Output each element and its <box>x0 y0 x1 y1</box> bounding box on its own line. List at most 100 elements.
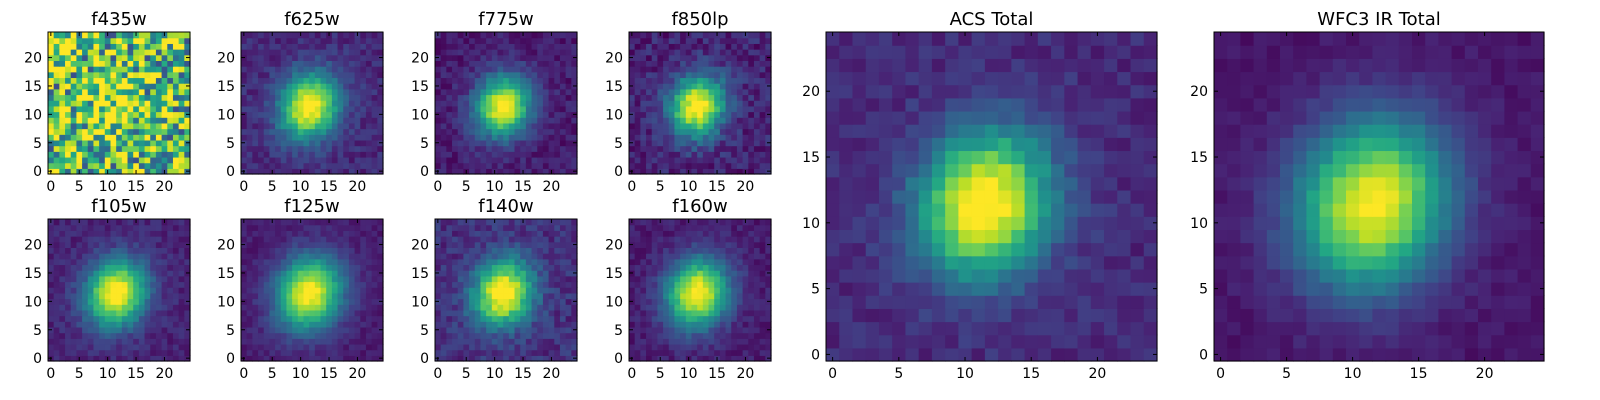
heatmap-cell <box>320 145 327 152</box>
heatmap-cell <box>303 355 310 362</box>
heatmap-cell <box>241 145 248 152</box>
heatmap-cell <box>565 287 572 294</box>
heatmap-cell <box>184 236 191 243</box>
heatmap-cell <box>446 54 453 61</box>
heatmap-cell <box>275 156 282 164</box>
heatmap-cell <box>457 275 464 283</box>
heatmap-cell <box>184 349 191 356</box>
heatmap-cell <box>457 54 464 61</box>
heatmap-cell <box>280 298 288 305</box>
heatmap-cell <box>668 111 676 118</box>
heatmap-cell <box>155 309 163 317</box>
heatmap-cell <box>241 162 248 169</box>
heatmap-cell <box>634 105 641 113</box>
heatmap-cell <box>514 270 521 277</box>
heatmap-cell <box>674 88 681 96</box>
heatmap-cell <box>309 37 316 44</box>
heatmap-cell <box>503 355 510 362</box>
heatmap-cell <box>348 43 356 50</box>
heatmap-cell <box>680 134 687 141</box>
heatmap-cell <box>258 49 265 56</box>
heatmap-cell <box>554 145 561 152</box>
heatmap-cell <box>371 247 378 254</box>
heatmap-cell <box>343 253 350 260</box>
heatmap-cell <box>525 287 533 294</box>
heatmap-cell <box>435 349 442 356</box>
heatmap-cell <box>343 287 350 294</box>
heatmap-cell <box>82 117 89 124</box>
heatmap-cell <box>263 236 270 243</box>
heatmap-cell <box>497 332 504 339</box>
heatmap-cell <box>480 94 487 101</box>
heatmap-cell <box>537 105 544 113</box>
heatmap-cell <box>303 134 310 141</box>
heatmap-cell <box>82 105 89 113</box>
heatmap-cell <box>365 168 373 175</box>
heatmap-cell <box>452 343 459 351</box>
heatmap-cell <box>150 309 157 317</box>
x-tick-label: 15 <box>127 366 145 382</box>
heatmap-cell <box>116 315 123 322</box>
heatmap-cell <box>275 71 282 79</box>
heatmap-cell <box>127 37 134 44</box>
heatmap-cell <box>520 122 527 130</box>
heatmap-cell <box>127 139 134 147</box>
heatmap-cell <box>144 287 151 294</box>
heatmap-cell <box>297 304 305 311</box>
heatmap-cell <box>559 83 567 90</box>
heatmap-cell <box>348 292 356 300</box>
heatmap-cell <box>275 315 282 322</box>
heatmap-cell <box>565 94 572 101</box>
heatmap-cell <box>241 134 248 141</box>
heatmap-cell <box>446 264 453 271</box>
heatmap-cell <box>697 134 704 141</box>
heatmap-cell <box>531 134 538 141</box>
heatmap-cell <box>446 37 453 44</box>
heatmap-cell <box>452 100 459 107</box>
heatmap-cell <box>326 151 333 158</box>
heatmap-cell <box>93 105 100 113</box>
heatmap-cell <box>542 338 550 345</box>
heatmap-cell <box>360 270 367 277</box>
heatmap-cell <box>121 332 129 339</box>
heatmap-cell <box>759 128 766 135</box>
heatmap-cell <box>104 270 112 277</box>
heatmap-cell <box>337 32 344 39</box>
heatmap-cell <box>497 100 504 107</box>
heatmap-cell <box>292 230 299 237</box>
heatmap-cell <box>759 54 766 61</box>
heatmap-cell <box>178 230 185 237</box>
heatmap-cell <box>155 264 163 271</box>
heatmap-cell <box>697 66 704 73</box>
heatmap-cell <box>753 49 761 56</box>
heatmap-cell <box>138 253 146 260</box>
heatmap-cell <box>178 117 185 124</box>
heatmap-cell <box>275 298 282 305</box>
heatmap-cell <box>87 105 95 113</box>
heatmap-cell <box>150 43 157 50</box>
heatmap-cell <box>110 321 117 328</box>
heatmap-cell <box>446 332 453 339</box>
heatmap-cell <box>742 111 749 118</box>
heatmap-cell <box>685 332 693 339</box>
heatmap-cell <box>133 338 140 345</box>
heatmap-cell <box>646 309 653 317</box>
heatmap-cell <box>503 122 510 130</box>
heatmap-cell <box>360 122 367 130</box>
heatmap-cell <box>697 32 704 39</box>
heatmap-cell <box>691 105 698 113</box>
heatmap-cell <box>571 343 578 351</box>
heatmap-cell <box>184 230 191 237</box>
heatmap-cell <box>343 60 350 67</box>
heatmap-cell <box>668 49 676 56</box>
heatmap-cell <box>144 83 151 90</box>
heatmap-cell <box>365 281 373 288</box>
heatmap-cell <box>565 134 572 141</box>
heatmap-cell <box>525 94 533 101</box>
heatmap-cell <box>457 151 464 158</box>
heatmap-cell <box>668 60 676 67</box>
heatmap-cell <box>110 258 117 266</box>
heatmap-cell <box>719 162 727 169</box>
heatmap-cell <box>297 287 305 294</box>
heatmap-cell <box>657 349 664 356</box>
